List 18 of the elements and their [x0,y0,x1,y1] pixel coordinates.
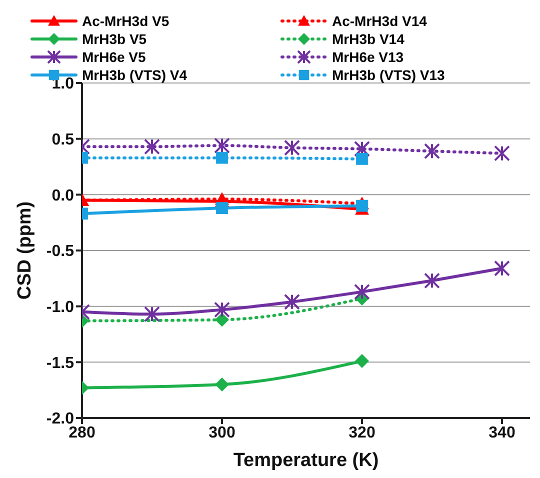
legend-label: MrH3b (VTS) V13 [332,67,445,83]
legend-label: Ac-MrH3d V14 [332,13,427,29]
y-tick-label: 0.5 [52,132,74,149]
legend-label: Ac-MrH3d V5 [82,13,170,29]
x-axis-title: Temperature (K) [233,450,379,471]
y-tick-label: -1.5 [46,354,74,372]
y-tick-label: 0.0 [52,187,74,204]
x-tick-label: 340 [488,424,516,442]
x-tick-label: 300 [208,424,236,442]
legend-label: MrH6e V13 [332,49,404,65]
y-tick-label: -0.5 [46,243,74,260]
legend-label: MrH3b (VTS) V4 [82,67,188,83]
y-tick-label: -1.0 [46,299,74,316]
y-axis-title: CSD (ppm) [14,201,36,300]
legend-label: MrH6e V5 [82,49,146,65]
legend-label: MrH3b V5 [82,31,147,47]
legend-label: MrH3b V14 [332,31,404,47]
x-tick-label: 320 [348,424,376,442]
